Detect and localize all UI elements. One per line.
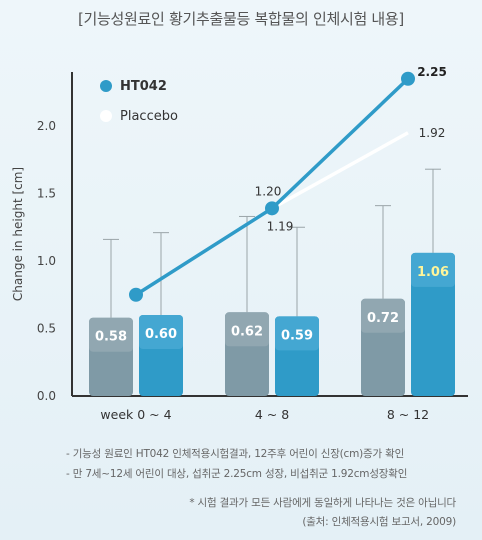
y-tick-label: 0.0	[37, 389, 56, 403]
ht042-point	[129, 287, 143, 302]
x-tick-label: week 0 ~ 4	[100, 407, 171, 422]
legend-marker	[100, 110, 112, 122]
y-tick-label: 1.0	[37, 254, 56, 268]
y-tick-label: 1.5	[37, 187, 56, 201]
ht042-point	[401, 71, 415, 86]
bar-value-label: 0.58	[95, 330, 127, 345]
x-tick-label: 4 ~ 8	[255, 407, 289, 422]
x-tick-label: 8 ~ 12	[387, 407, 429, 422]
note-line-1: - 기능성 원료인 HT042 인체적용시험결과, 12주후 어린이 신장(cm…	[66, 448, 405, 460]
notes: - 기능성 원료인 HT042 인체적용시험결과, 12주후 어린이 신장(cm…	[66, 444, 407, 484]
line-point-label: 1.20	[255, 184, 282, 198]
note-line-2: - 만 7세~12세 어린이 대상, 섭취군 2.25cm 성장, 비섭취군 1…	[66, 468, 408, 480]
disclaimer: * 시험 결과가 모든 사람에게 동일하게 나타나는 것은 아닙니다 (출처: …	[189, 494, 456, 532]
y-tick-label: 2.0	[37, 119, 56, 133]
bar-value-label: 0.60	[145, 327, 177, 342]
bar-highlight	[275, 316, 319, 351]
bar-highlight	[225, 312, 269, 347]
line-point-label: 2.25	[417, 65, 447, 79]
bar-highlight	[139, 315, 183, 349]
bar-value-label: 0.62	[231, 324, 263, 339]
line-placcebo	[271, 131, 409, 210]
bar-value-label: 0.72	[367, 311, 399, 326]
line-point-label: 1.92	[419, 126, 446, 140]
legend-marker	[100, 80, 112, 92]
line-point-label: 1.19	[267, 219, 294, 233]
y-axis-label: Change in height [cm]	[11, 167, 25, 301]
bar-highlight	[89, 317, 133, 352]
chart-title: [기능성원료인 황기추출물등 복합물의 인체시험 내용]	[78, 10, 404, 28]
bar-highlight	[361, 298, 405, 333]
y-tick-label: 0.5	[37, 322, 56, 336]
ht042-point	[265, 201, 279, 216]
bar-highlight	[411, 252, 455, 287]
height-change-chart: 0.0 0.5 1.0 1.5 2.0 Change in height [cm] week…	[11, 65, 468, 422]
bar-value-label: 1.06	[417, 265, 449, 280]
legend-label: HT042	[120, 79, 167, 94]
disclaimer-line-1: * 시험 결과가 모든 사람에게 동일하게 나타나는 것은 아닙니다	[189, 497, 456, 509]
bar-value-label: 0.59	[281, 328, 313, 343]
legend-label: Placcebo	[120, 109, 178, 124]
bar-ht042	[411, 252, 455, 396]
disclaimer-line-2: (출처: 인체적용시험 보고서, 2009)	[302, 516, 456, 528]
